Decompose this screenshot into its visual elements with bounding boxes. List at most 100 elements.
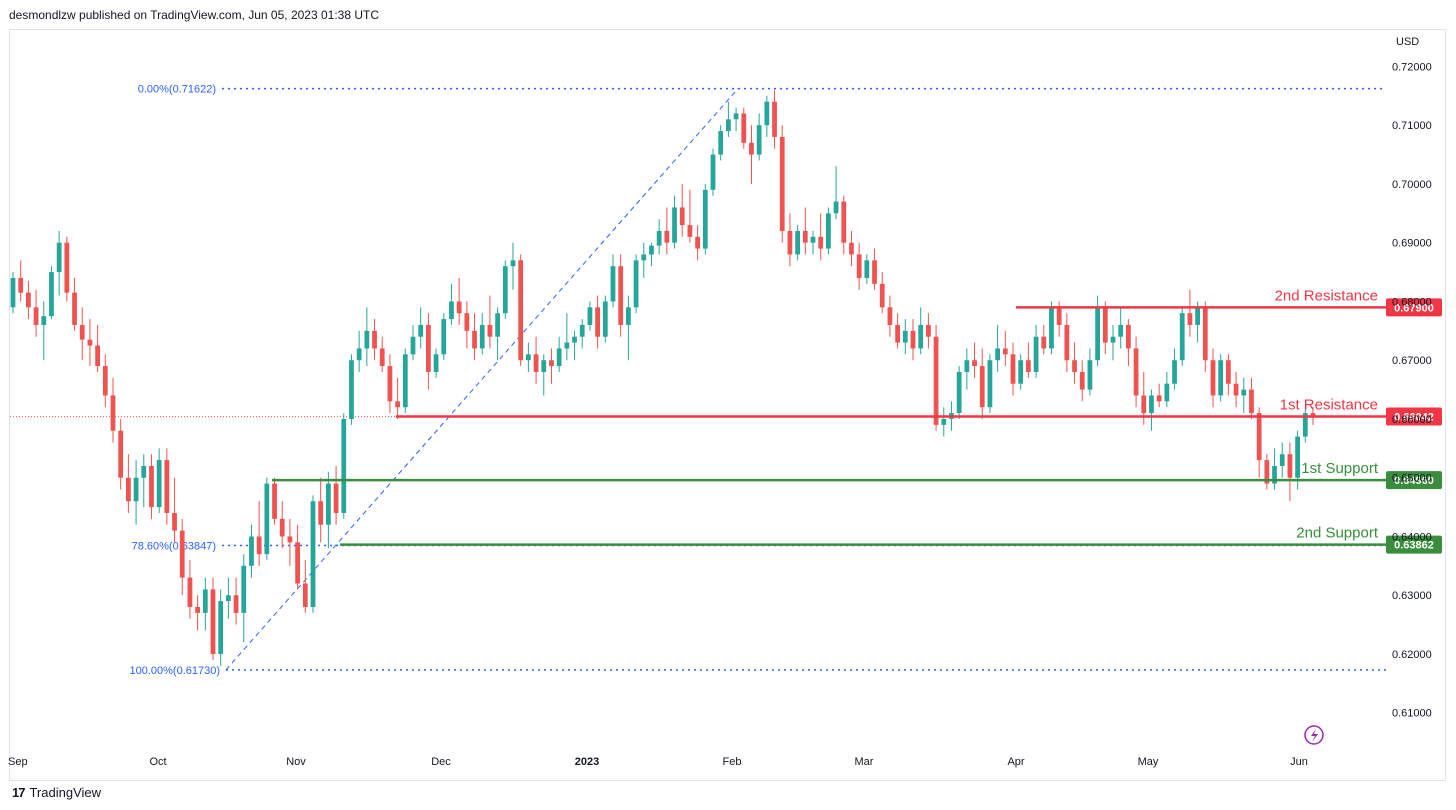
candle-body [1279, 454, 1285, 466]
candle-body [33, 307, 39, 325]
candle-body [410, 336, 416, 355]
candle-body [441, 319, 447, 355]
candle-body [572, 336, 577, 343]
price-axis[interactable]: USD 0.720000.710000.700000.690000.680000… [1392, 36, 1432, 720]
candle-body [595, 307, 600, 337]
candle-body [1218, 360, 1224, 396]
candle-body [918, 324, 924, 349]
candle-body [1302, 413, 1308, 437]
fib-trend-line [225, 88, 739, 671]
candle-body [372, 330, 377, 349]
candle-body [1226, 360, 1231, 384]
time-tick-label: Feb [723, 756, 742, 768]
candle-body [218, 601, 224, 654]
candle-body [164, 460, 170, 513]
candle-body [18, 277, 24, 293]
candle-body [564, 342, 570, 349]
candle-body [587, 307, 593, 325]
candle-body [272, 483, 277, 519]
price-tick-label: 0.68000 [1392, 296, 1432, 308]
time-axis[interactable]: Sep Oct Nov Dec 2023 Feb Mar Apr May Jun [8, 756, 1308, 768]
candle-body [41, 316, 47, 325]
candle-body [1249, 389, 1254, 414]
candle-body [356, 348, 362, 361]
candle-body [826, 213, 831, 249]
candle-body [956, 371, 962, 414]
candle-body [149, 465, 154, 508]
fibonacci-retracement[interactable]: 0.00%(0.71622) 78.60%(0.63847) 100.00%(0.6… [129, 84, 1386, 677]
candle-body [610, 266, 616, 302]
candle-body [995, 348, 1000, 361]
candle-body [1287, 454, 1293, 478]
candle-body [464, 313, 470, 331]
candle-body [833, 201, 839, 214]
candle-body [1033, 336, 1039, 372]
candle-body [102, 366, 108, 396]
candle-body [264, 483, 270, 555]
candle-body [295, 542, 300, 584]
time-tick-label: Dec [431, 756, 451, 768]
price-tick-label: 0.71000 [1392, 120, 1432, 132]
brand-text: TradingView [29, 785, 102, 800]
candle-body [479, 324, 485, 349]
candle-body [1156, 395, 1162, 402]
candle-body [910, 330, 916, 349]
candle-body [818, 236, 824, 249]
candle-body [679, 207, 685, 226]
chart-frame [9, 29, 1446, 781]
candle-body [1064, 324, 1070, 361]
candle-body [941, 418, 947, 425]
candle-body [426, 324, 431, 372]
candle-body [210, 589, 216, 654]
candle-body [1102, 307, 1108, 343]
candle-body [26, 292, 31, 308]
candle-body [726, 119, 731, 132]
fib-level-label: 78.60%(0.63847) [132, 540, 216, 552]
candle-body [933, 336, 939, 425]
candle-body [1002, 348, 1008, 355]
candle-body [302, 583, 308, 607]
candlestick-series [10, 89, 1386, 666]
candle-body [333, 483, 339, 513]
candle-body [387, 366, 393, 402]
candle-body [1026, 360, 1031, 372]
candle-body [318, 501, 324, 525]
price-tick-label: 0.67000 [1392, 355, 1432, 367]
candle-body [779, 136, 785, 231]
candle-body [1195, 307, 1200, 325]
level-label: 2nd Resistance [1275, 287, 1378, 304]
candle-body [902, 330, 908, 343]
candle-body [602, 301, 608, 337]
candle-body [979, 366, 985, 408]
price-tick-label: 0.69000 [1392, 238, 1432, 250]
candle-body [1110, 336, 1116, 343]
candle-body [233, 595, 239, 613]
candle-body [226, 595, 231, 602]
candle-body [141, 465, 147, 478]
currency-label: USD [1396, 36, 1419, 48]
candle-body [633, 260, 639, 308]
candle-body [487, 324, 493, 337]
tradingview-brand[interactable]: 17 TradingView [12, 785, 101, 800]
price-tick-label: 0.66000 [1392, 414, 1432, 426]
candle-body [56, 242, 62, 273]
price-tick-label: 0.63000 [1392, 590, 1432, 602]
time-tick-label: Jun [1290, 756, 1308, 768]
candle-body [95, 345, 100, 367]
candle-body [118, 430, 124, 478]
candle-body [1049, 307, 1054, 349]
candle-body [341, 418, 347, 513]
candle-body [133, 477, 139, 502]
candle-body [541, 360, 547, 372]
candle-body [549, 360, 554, 367]
support-resistance-levels[interactable]: 2nd Resistance 0.67900 1st Resistance 0.660… [272, 287, 1442, 554]
candle-body [695, 236, 700, 249]
price-tick-label: 0.61000 [1392, 708, 1432, 720]
level-label: 2nd Support [1296, 525, 1379, 542]
candle-body [1256, 413, 1262, 461]
lightning-icon[interactable] [1304, 725, 1324, 745]
candle-body [972, 360, 977, 367]
candle-body [749, 142, 754, 155]
candle-body [626, 307, 631, 325]
